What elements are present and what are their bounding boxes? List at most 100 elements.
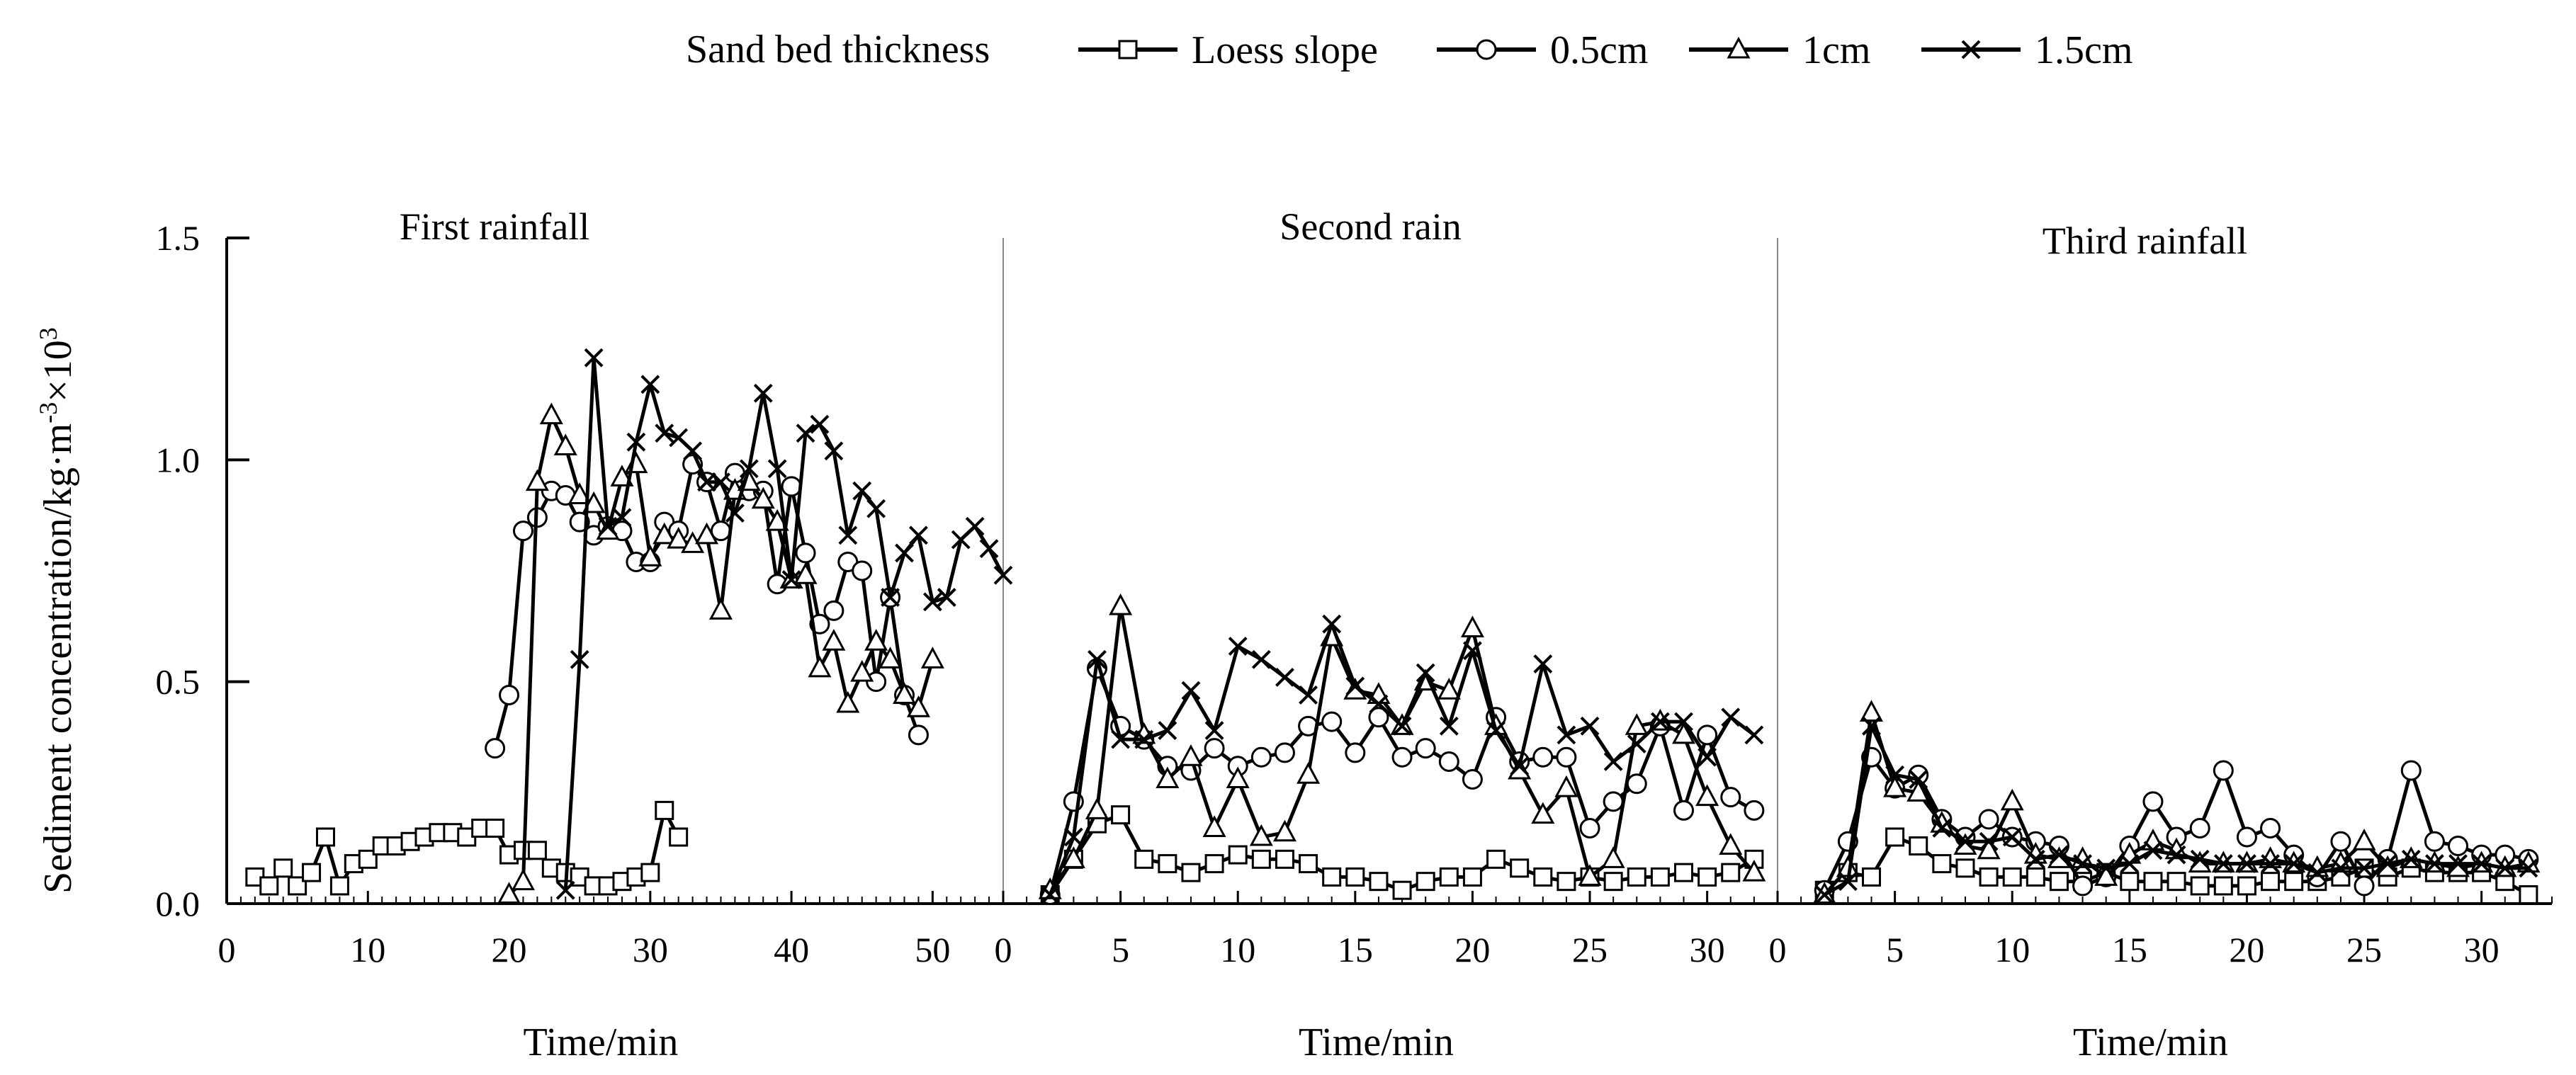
data-point: [708, 598, 733, 620]
x-tick-label: 20: [492, 930, 527, 969]
data-point: [1040, 885, 1060, 904]
x-tick-label: 10: [1994, 930, 2030, 969]
x-tick-label: 0: [218, 930, 236, 969]
data-point: [1345, 676, 1365, 696]
data-point: [2424, 831, 2445, 852]
data-point: [2354, 858, 2374, 878]
data-point: [711, 472, 730, 492]
data-point: [555, 880, 575, 900]
x-tick-label: 20: [2229, 930, 2264, 969]
data-point: [1228, 845, 1248, 865]
x-tick-label: 0: [995, 930, 1012, 969]
data-point: [725, 504, 745, 523]
series-1-5cm: [1814, 716, 2538, 904]
data-point: [795, 542, 816, 564]
data-point: [570, 649, 589, 669]
data-point: [669, 827, 689, 847]
data-point: [1299, 686, 1318, 705]
data-point: [2189, 817, 2210, 838]
data-point: [1672, 722, 1696, 744]
legend-label: 1.5cm: [2035, 28, 2132, 72]
data-point: [1437, 678, 1461, 700]
data-point: [1251, 849, 1271, 869]
data-point: [273, 858, 293, 878]
series-1-5cm: [1040, 614, 1764, 904]
data-point: [866, 499, 886, 518]
data-point: [1603, 752, 1623, 771]
data-point: [1460, 615, 1484, 637]
data-point: [624, 451, 648, 474]
legend-title: Sand bed thickness: [686, 28, 990, 72]
data-point: [1932, 819, 1952, 838]
data-point: [697, 472, 716, 492]
data-point: [302, 863, 322, 882]
data-point: [1673, 800, 1695, 821]
data-point: [2167, 872, 2186, 892]
data-point: [1533, 867, 1553, 887]
data-point: [739, 459, 759, 479]
data-point: [1134, 849, 1154, 869]
data-point: [653, 522, 677, 545]
data-point: [1695, 784, 1719, 807]
data-point: [881, 588, 900, 608]
data-point: [2331, 858, 2351, 878]
data-point: [836, 690, 860, 713]
data-point: [781, 570, 801, 589]
data-point: [598, 516, 618, 536]
y-tick-label: 1.5: [156, 218, 200, 258]
data-point: [2400, 760, 2422, 781]
data-point: [2261, 872, 2281, 892]
data-point: [852, 481, 872, 501]
series-0-5cm: [485, 454, 929, 759]
data-point: [511, 868, 535, 891]
panel-title: First rainfall: [400, 205, 589, 248]
legend-marker: [1727, 36, 1751, 59]
series-loess-slope: [245, 800, 689, 896]
panel-third-rainfall: Third rainfall 0 5 10 15 20 25 30 Time/min: [1769, 220, 2553, 1064]
data-point: [1322, 867, 1342, 887]
data-point: [1955, 831, 1975, 851]
data-point: [2049, 872, 2069, 892]
data-point: [499, 684, 520, 705]
legend-label: 0.5cm: [1550, 28, 1648, 72]
data-point: [1578, 864, 1602, 886]
data-point: [866, 671, 887, 693]
data-point: [879, 647, 903, 669]
data-point: [1202, 815, 1226, 837]
data-point: [1272, 819, 1297, 842]
data-point: [838, 525, 858, 545]
data-point: [1885, 827, 1905, 847]
data-point: [1392, 716, 1412, 736]
data-point: [850, 659, 874, 682]
data-point: [485, 818, 505, 838]
data-point: [1368, 707, 1389, 728]
data-point: [525, 469, 549, 491]
data-point: [1134, 729, 1154, 749]
data-point: [2167, 845, 2186, 865]
data-point: [655, 800, 674, 820]
x-tick-label: 30: [1690, 930, 1725, 969]
series-loess-slope: [1040, 805, 1764, 904]
data-point: [1299, 854, 1318, 874]
data-point: [810, 414, 830, 434]
data-point: [1531, 802, 1555, 824]
data-point: [2120, 854, 2140, 874]
data-point: [1486, 721, 1506, 741]
data-point: [1579, 817, 1600, 838]
data-point: [2378, 854, 2397, 874]
data-point: [1156, 766, 1180, 789]
data-point: [1063, 827, 1083, 847]
data-point: [2213, 760, 2234, 781]
data-point: [1627, 867, 1646, 887]
data-point: [1462, 769, 1483, 790]
data-point: [2072, 875, 2094, 897]
legend-label: 1cm: [1802, 28, 1870, 72]
data-point: [2261, 854, 2280, 874]
legend-marker: [1476, 39, 1497, 60]
panel-second-rain: Second rain 0 5 10 15 20 25 30 Time/min: [995, 205, 1778, 1064]
data-point: [1697, 724, 1718, 746]
data-point: [1369, 872, 1389, 892]
data-point: [965, 516, 985, 536]
data-point: [909, 525, 928, 545]
data-point: [553, 433, 577, 456]
